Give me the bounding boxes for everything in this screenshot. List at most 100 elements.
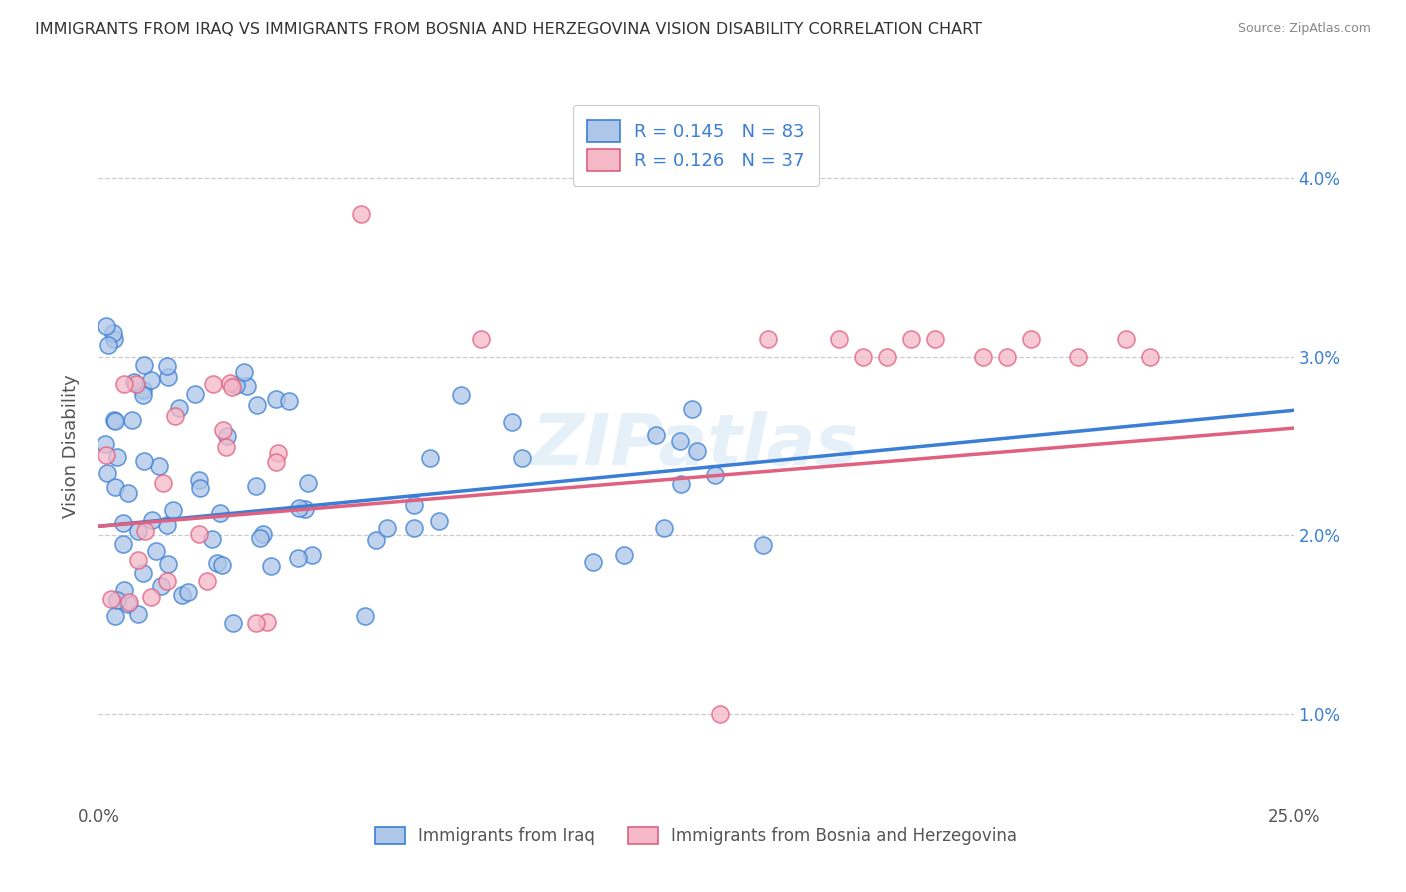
Point xyxy=(170,588,193,602)
Point xyxy=(132,388,155,402)
Point xyxy=(177,585,200,599)
Point xyxy=(150,579,173,593)
Point xyxy=(188,481,211,495)
Point xyxy=(217,429,239,443)
Point xyxy=(96,318,118,333)
Point xyxy=(132,358,155,372)
Point xyxy=(252,527,274,541)
Point xyxy=(995,350,1018,364)
Point xyxy=(96,448,118,462)
Point xyxy=(419,450,441,465)
Point xyxy=(112,582,135,597)
Point xyxy=(145,544,167,558)
Point xyxy=(876,350,898,364)
Point xyxy=(245,615,267,630)
Point xyxy=(751,538,773,552)
Point xyxy=(264,455,287,469)
Point xyxy=(104,480,127,494)
Point xyxy=(709,706,731,721)
Point xyxy=(256,615,278,629)
Point xyxy=(686,444,709,458)
Point xyxy=(202,377,225,392)
Point xyxy=(681,401,703,416)
Point xyxy=(669,476,692,491)
Point xyxy=(221,380,243,394)
Point xyxy=(828,332,851,346)
Text: ZIPatlas: ZIPatlas xyxy=(533,411,859,481)
Point xyxy=(169,401,191,416)
Point xyxy=(852,350,875,364)
Point xyxy=(148,458,170,473)
Point xyxy=(127,524,149,539)
Point xyxy=(1115,332,1137,346)
Point xyxy=(111,537,134,551)
Point xyxy=(644,428,666,442)
Point xyxy=(103,412,125,426)
Point xyxy=(156,517,179,532)
Point xyxy=(212,423,235,437)
Point xyxy=(249,531,271,545)
Point xyxy=(512,451,534,466)
Point xyxy=(96,466,118,480)
Point xyxy=(582,555,605,569)
Point xyxy=(156,574,179,589)
Point xyxy=(260,559,283,574)
Point xyxy=(669,434,692,448)
Point xyxy=(236,378,259,392)
Point xyxy=(470,332,492,346)
Point xyxy=(246,399,269,413)
Point xyxy=(900,332,922,346)
Point xyxy=(105,592,128,607)
Point xyxy=(127,607,149,622)
Point xyxy=(141,591,163,605)
Point xyxy=(402,521,425,535)
Point xyxy=(132,566,155,580)
Point xyxy=(294,502,316,516)
Text: IMMIGRANTS FROM IRAQ VS IMMIGRANTS FROM BOSNIA AND HERZEGOVINA VISION DISABILITY: IMMIGRANTS FROM IRAQ VS IMMIGRANTS FROM … xyxy=(35,22,983,37)
Point xyxy=(287,551,309,566)
Point xyxy=(756,332,779,346)
Point xyxy=(211,558,233,572)
Point xyxy=(107,450,129,464)
Point xyxy=(104,414,127,428)
Point xyxy=(1139,350,1161,364)
Point xyxy=(122,375,145,389)
Point xyxy=(233,365,256,379)
Point xyxy=(156,359,179,374)
Point xyxy=(450,388,472,402)
Point xyxy=(218,376,240,391)
Point xyxy=(188,473,211,487)
Point xyxy=(101,326,124,340)
Point xyxy=(187,526,209,541)
Point xyxy=(350,207,373,221)
Point xyxy=(402,498,425,512)
Point xyxy=(245,478,267,492)
Point xyxy=(162,503,184,517)
Point xyxy=(184,387,207,401)
Point xyxy=(207,557,229,571)
Point xyxy=(118,595,141,609)
Point xyxy=(267,445,290,459)
Point xyxy=(152,475,174,490)
Point xyxy=(201,533,224,547)
Point xyxy=(501,415,523,429)
Y-axis label: Vision Disability: Vision Disability xyxy=(62,374,80,518)
Point xyxy=(127,552,149,566)
Point xyxy=(195,574,218,589)
Point xyxy=(377,521,399,535)
Point xyxy=(225,377,247,392)
Point xyxy=(1019,332,1042,346)
Point xyxy=(121,413,143,427)
Point xyxy=(117,485,139,500)
Point xyxy=(266,392,288,406)
Point xyxy=(301,548,323,562)
Point xyxy=(613,548,636,562)
Point xyxy=(139,373,162,387)
Point xyxy=(353,608,375,623)
Point xyxy=(103,333,125,347)
Point xyxy=(93,437,115,451)
Point xyxy=(215,440,238,454)
Point xyxy=(208,506,231,520)
Point xyxy=(156,558,179,572)
Point xyxy=(112,376,135,391)
